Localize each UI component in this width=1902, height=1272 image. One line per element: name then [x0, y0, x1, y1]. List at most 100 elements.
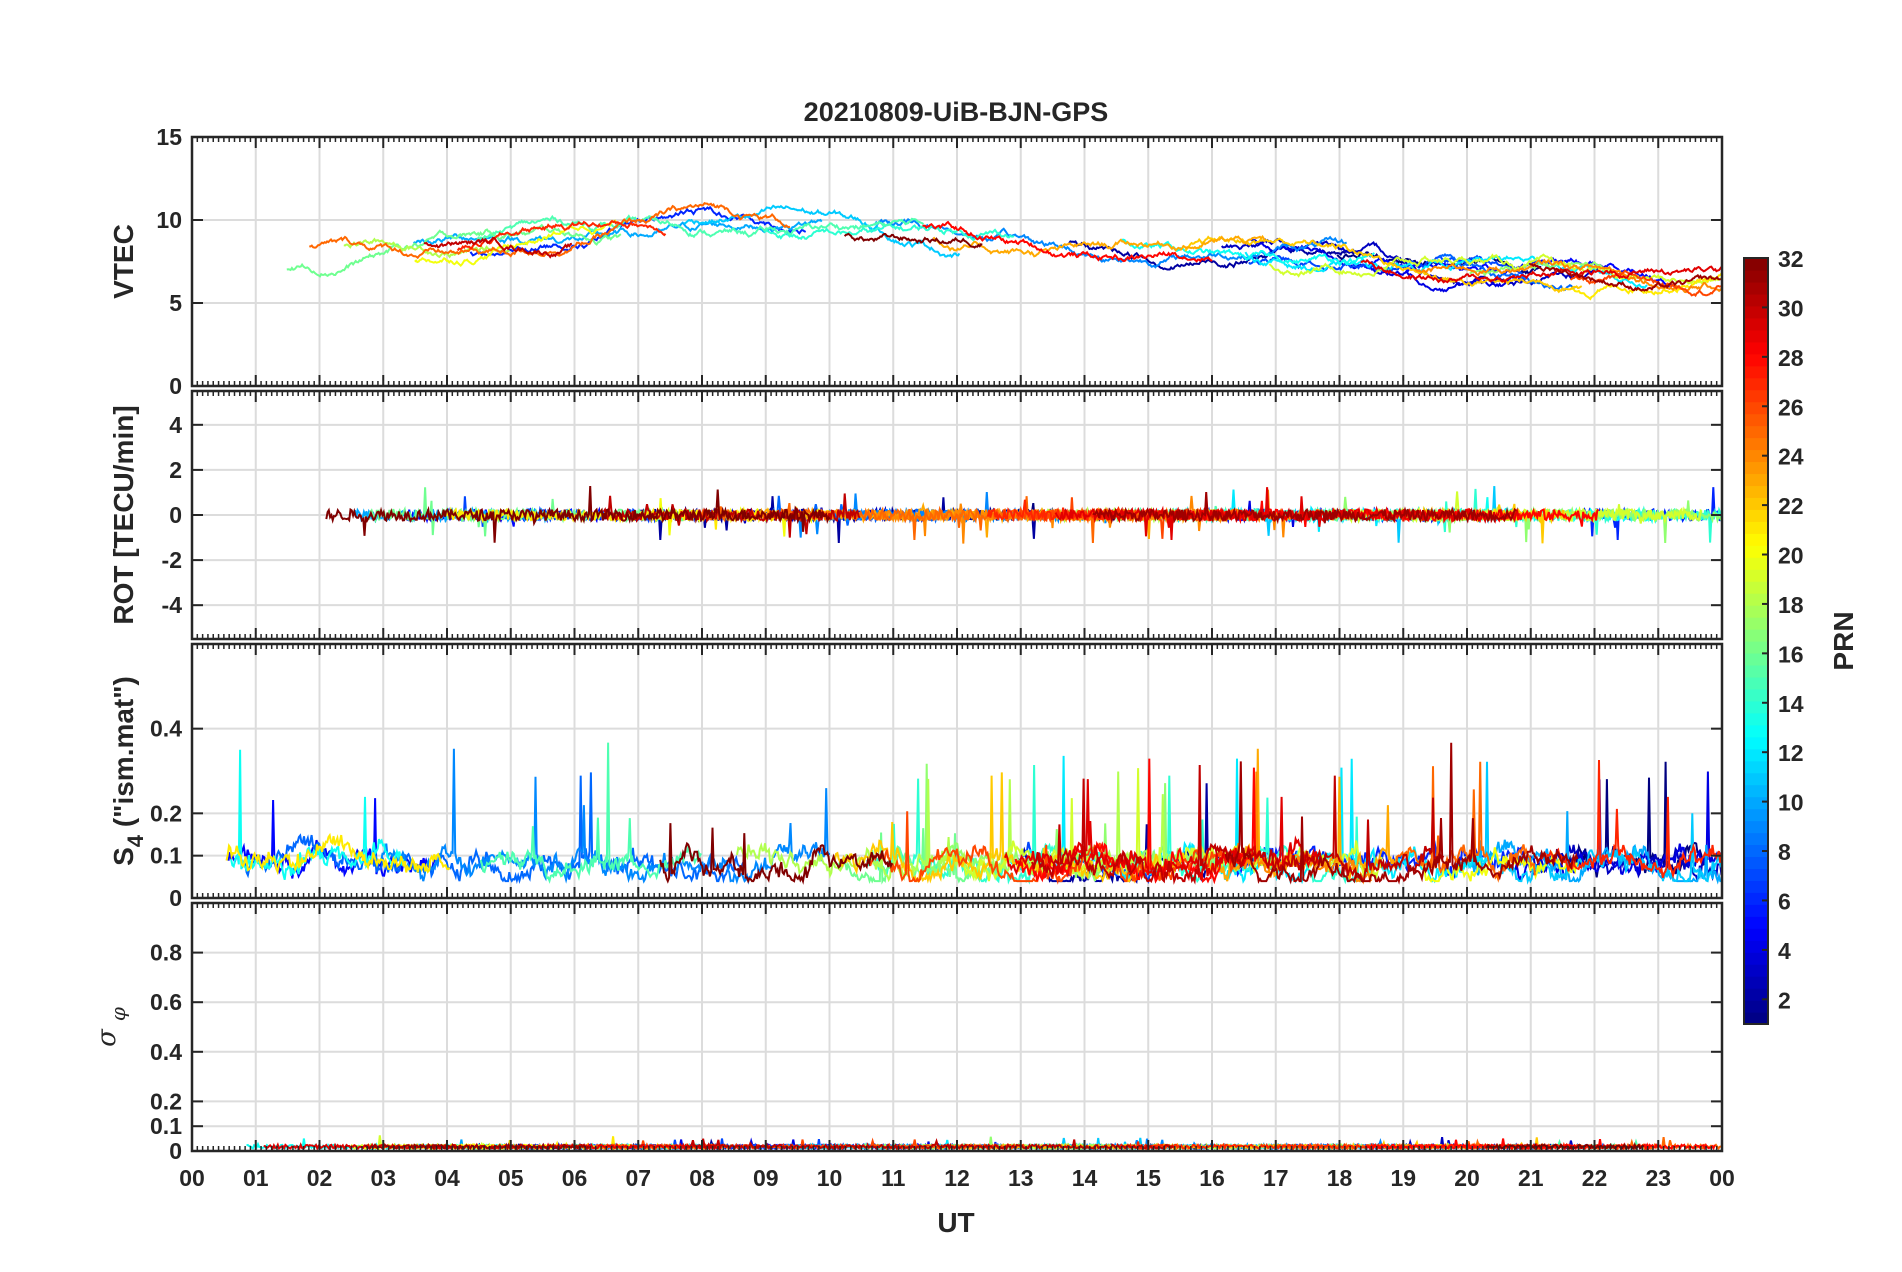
- x-tick-label: 11: [881, 1165, 906, 1191]
- x-tick-label: 03: [370, 1165, 396, 1191]
- colorbar-band: [1744, 772, 1768, 786]
- colorbar-band: [1744, 880, 1768, 893]
- series-prn-line: [1092, 491, 1517, 525]
- colorbar-band: [1744, 293, 1768, 307]
- series-prn-line: [1268, 253, 1722, 286]
- colorbar-band: [1744, 820, 1768, 834]
- x-tick-label: 04: [434, 1165, 460, 1191]
- colorbar-band: [1744, 545, 1768, 558]
- x-tick-label: 18: [1327, 1165, 1353, 1191]
- colorbar-band: [1744, 796, 1768, 810]
- x-tick-label: 01: [243, 1165, 269, 1191]
- colorbar-band: [1744, 1012, 1768, 1025]
- y-tick-label: 0.2: [150, 800, 182, 826]
- colorbar-tick-label: 6: [1778, 888, 1791, 914]
- x-tick-label: 21: [1518, 1165, 1544, 1191]
- x-tick-label: 00: [179, 1165, 205, 1191]
- colorbar-tick-label: 14: [1778, 691, 1804, 717]
- series-group: [325, 486, 1722, 544]
- x-tick-label: 09: [753, 1165, 779, 1191]
- colorbar-band: [1744, 664, 1768, 678]
- colorbar-band: [1744, 557, 1768, 570]
- colorbar-band: [1744, 317, 1768, 331]
- colorbar-band: [1744, 724, 1768, 738]
- series-prn-line: [1414, 258, 1722, 294]
- colorbar-band: [1744, 617, 1768, 630]
- colorbar-band: [1744, 916, 1768, 929]
- series-prn-line: [659, 823, 894, 885]
- chart-title: 20210809-UiB-BJN-GPS: [804, 97, 1109, 127]
- series-prn-line: [1438, 252, 1576, 292]
- series-prn-line: [1394, 761, 1536, 883]
- colorbar-tick-label: 8: [1778, 839, 1791, 865]
- colorbar-band: [1744, 593, 1768, 606]
- colorbar-band: [1744, 449, 1768, 463]
- panel-s4: 0 0.1 0.2 0.4S4 ("ism.mat"): [108, 642, 1724, 911]
- x-tick-label: 19: [1390, 1165, 1416, 1191]
- colorbar-band: [1744, 497, 1768, 510]
- series-prn-line: [1068, 240, 1358, 271]
- colorbar-label: PRN: [1828, 611, 1859, 670]
- colorbar-band: [1744, 832, 1768, 846]
- x-tick-label: 15: [1135, 1165, 1161, 1191]
- panel-rot: -4 -2 0 2 4 ROT [TECU/min]: [108, 389, 1724, 641]
- series-prn-line: [309, 202, 791, 260]
- colorbar-band: [1744, 904, 1768, 917]
- series-prn-line: [683, 204, 961, 259]
- colorbar-band: [1744, 952, 1768, 965]
- colorbar-band: [1744, 712, 1768, 726]
- colorbar-band: [1744, 569, 1768, 582]
- series-prn-line: [1485, 1142, 1645, 1151]
- series-prn-line: [1244, 251, 1648, 289]
- y-tick-label: 0: [169, 502, 182, 528]
- colorbar-tick-label: 16: [1778, 641, 1804, 667]
- y-tick-label: 0.1: [150, 1113, 182, 1139]
- series-prn-line: [922, 220, 1213, 263]
- colorbar-band: [1744, 329, 1768, 343]
- series-prn-line: [414, 219, 618, 268]
- series-prn-line: [736, 771, 1169, 883]
- series-group: [286, 202, 1722, 301]
- y-axis-label-sigma_phi: σφ: [92, 1007, 130, 1047]
- colorbar-tick-label: 32: [1778, 246, 1804, 272]
- y-tick-label: 2: [169, 457, 182, 483]
- series-prn-line: [1250, 237, 1524, 293]
- colorbar-band: [1744, 700, 1768, 714]
- colorbar-band: [1744, 760, 1768, 774]
- colorbar-band: [1744, 437, 1768, 451]
- colorbar-tick-label: 12: [1778, 740, 1804, 766]
- colorbar-band: [1744, 365, 1768, 379]
- colorbar-band: [1744, 269, 1768, 283]
- series-prn-line: [1224, 742, 1579, 885]
- x-tick-label: 23: [1645, 1165, 1671, 1191]
- series-prn-line: [325, 486, 831, 543]
- x-tick-label: 08: [689, 1165, 715, 1191]
- colorbar-band: [1744, 509, 1768, 522]
- colorbar-band: [1744, 377, 1768, 391]
- colorbar-band: [1744, 784, 1768, 798]
- x-tick-label: 14: [1072, 1165, 1098, 1191]
- colorbar-band: [1744, 461, 1768, 475]
- x-tick-label: 22: [1582, 1165, 1608, 1191]
- colorbar-band: [1744, 940, 1768, 953]
- series-prn-line: [1458, 761, 1722, 885]
- series-prn-line: [1360, 258, 1722, 284]
- y-tick-label: 5: [169, 290, 182, 316]
- y-tick-label: 0: [169, 885, 182, 911]
- x-tick-label: 12: [944, 1165, 970, 1191]
- colorbar-band: [1744, 964, 1768, 977]
- x-tick-label: 13: [1008, 1165, 1034, 1191]
- colorbar-band: [1744, 281, 1768, 295]
- colorbar-band: [1744, 581, 1768, 594]
- colorbar-tick-label: 18: [1778, 592, 1804, 618]
- colorbar-tick-label: 30: [1778, 295, 1804, 321]
- y-tick-label: 0.2: [150, 1088, 182, 1114]
- series-prn-line: [364, 1142, 590, 1151]
- colorbar-tick-label: 4: [1778, 938, 1791, 964]
- colorbar-band: [1744, 389, 1768, 403]
- x-axis-label: UT: [937, 1207, 974, 1238]
- x-tick-label: 06: [562, 1165, 588, 1191]
- colorbar-band: [1744, 1000, 1768, 1013]
- colorbar-band: [1744, 844, 1768, 858]
